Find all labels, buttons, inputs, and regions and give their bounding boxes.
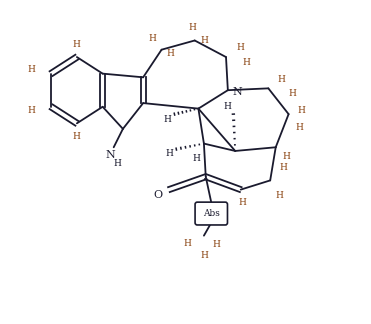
FancyBboxPatch shape [195,202,227,225]
Text: N: N [105,150,115,160]
Text: Abs: Abs [203,209,220,218]
Text: H: H [288,89,296,98]
Text: H: H [183,238,191,248]
Text: H: H [275,191,283,200]
Text: H: H [73,132,81,141]
Text: H: H [200,36,208,45]
Text: H: H [28,106,36,115]
Text: H: H [242,58,250,67]
Text: H: H [167,49,175,58]
Text: H: H [193,154,200,163]
Text: H: H [114,159,121,168]
Text: H: H [28,65,36,75]
Text: H: H [296,122,303,132]
Text: O: O [153,190,162,200]
Text: H: H [277,75,285,84]
Text: H: H [283,152,291,161]
Text: H: H [298,106,305,115]
Text: H: H [165,149,173,158]
Text: H: H [189,23,197,32]
Text: H: H [73,40,81,49]
Text: H: H [163,115,171,124]
Text: H: H [237,43,244,52]
Text: H: H [200,251,208,260]
Text: H: H [279,163,287,172]
Text: H: H [148,34,156,43]
Text: H: H [224,102,232,111]
Text: N: N [232,87,242,97]
Text: H: H [213,240,221,249]
Text: H: H [239,198,246,207]
